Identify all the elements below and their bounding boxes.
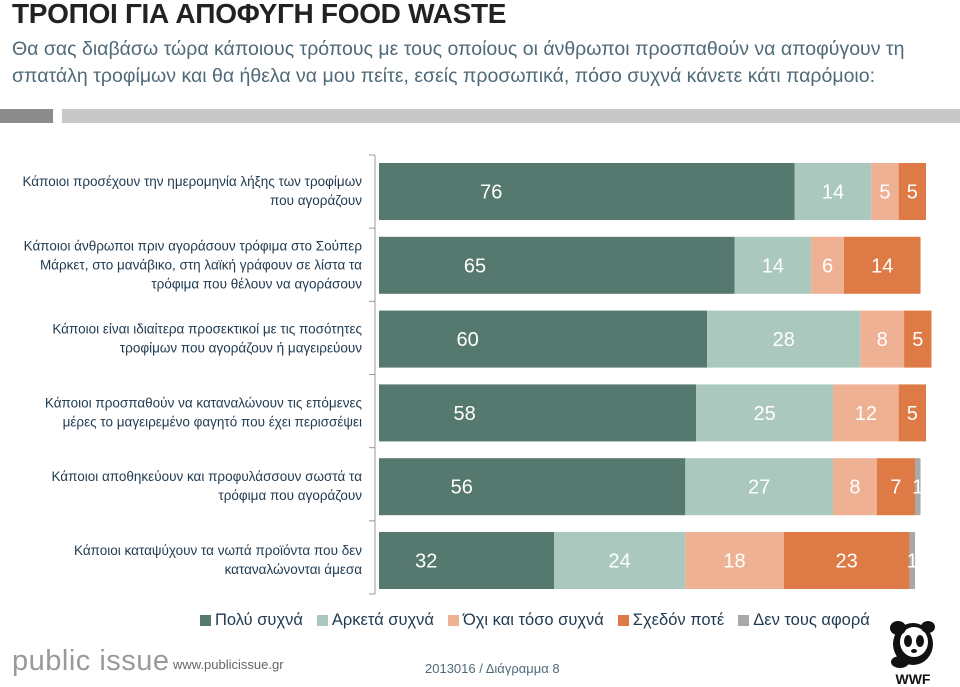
chart-number: 2013016 / Διάγραμμα 8 bbox=[425, 661, 560, 676]
data-label: 18 bbox=[723, 551, 745, 573]
bar-segment bbox=[379, 236, 735, 294]
bar-segment bbox=[379, 458, 686, 516]
data-label: 65 bbox=[464, 255, 486, 277]
bar-segment bbox=[833, 384, 899, 442]
data-label: 5 bbox=[912, 329, 923, 351]
data-label: 14 bbox=[822, 182, 844, 204]
bar-segment bbox=[860, 310, 905, 368]
chart-legend: Πολύ συχνά Αρκετά συχνά Όχι και τόσο συχνά… bbox=[200, 611, 884, 630]
legend-swatch bbox=[200, 615, 211, 626]
legend-item: Όχι και τόσο συχνά bbox=[447, 611, 604, 630]
data-label: 25 bbox=[754, 403, 776, 425]
legend-label: Δεν τους αφορά bbox=[753, 611, 870, 629]
data-label: 5 bbox=[907, 182, 918, 204]
header-rule-light bbox=[62, 109, 960, 123]
data-label: 1 bbox=[912, 477, 923, 499]
legend-item: Σχεδόν ποτέ bbox=[617, 611, 725, 630]
data-label: 1 bbox=[907, 551, 918, 573]
data-label: 24 bbox=[609, 551, 631, 573]
panda-eye-left-icon bbox=[904, 635, 912, 647]
panda-paw-icon bbox=[891, 656, 909, 668]
bar-segment bbox=[915, 458, 921, 516]
wwf-panda-logo: WWF bbox=[890, 621, 935, 687]
data-label: 32 bbox=[415, 551, 437, 573]
panda-face-icon bbox=[900, 627, 928, 657]
public-issue-logo: public issue bbox=[12, 645, 170, 677]
data-label: 6 bbox=[822, 255, 833, 277]
data-label: 7 bbox=[890, 477, 901, 499]
wwf-wordmark: WWF bbox=[896, 671, 931, 687]
header-rule-dark bbox=[0, 109, 53, 123]
category-label: Κάποιοι καταψύχουν τα νωπά προϊόντα που … bbox=[74, 543, 362, 577]
category-label: Κάποιοι άνθρωποι πριν αγοράσουν τρόφιμα … bbox=[24, 238, 363, 291]
data-label: 8 bbox=[849, 477, 860, 499]
panda-ear-right-icon bbox=[921, 621, 935, 633]
legend-swatch bbox=[617, 615, 629, 626]
bar-segment bbox=[909, 532, 916, 589]
legend-label: Σχεδόν ποτέ bbox=[632, 611, 725, 629]
bar-segment bbox=[833, 458, 877, 516]
bar-segment bbox=[685, 532, 784, 589]
page-title: ΤΡΟΠΟΙ ΓΙΑ ΑΠΟΦΥΓΗ FOOD WASTE bbox=[12, 0, 507, 29]
bar-segment bbox=[876, 458, 916, 516]
panda-nose-icon bbox=[911, 649, 917, 653]
data-label: 5 bbox=[879, 182, 890, 204]
bar-segment bbox=[696, 384, 834, 442]
legend-label: Όχι και τόσο συχνά bbox=[462, 611, 604, 629]
bar-segment bbox=[898, 163, 926, 220]
bar-segment bbox=[379, 163, 795, 220]
bar-segment bbox=[871, 163, 899, 220]
legend-item: Αρκετά συχνά bbox=[316, 611, 434, 630]
legend-label: Πολύ συχνά bbox=[215, 611, 303, 629]
data-label: 76 bbox=[480, 182, 502, 204]
data-label: 5 bbox=[907, 403, 918, 425]
page-subtitle: Θα σας διαβάσω τώρα κάποιους τρόπους με … bbox=[12, 38, 905, 87]
legend-item: Πολύ συχνά bbox=[200, 611, 303, 630]
bar-segment bbox=[379, 384, 697, 442]
website-link[interactable]: www.publicissue.gr bbox=[173, 657, 284, 672]
bar-segment bbox=[898, 384, 926, 442]
data-label: 56 bbox=[451, 477, 473, 499]
legend-swatch bbox=[447, 615, 459, 626]
data-label: 12 bbox=[855, 403, 877, 425]
category-label: Κάποιοι προσέχουν την ημερομηνία λήξης τ… bbox=[22, 174, 362, 208]
data-label: 8 bbox=[877, 329, 888, 351]
bar-segment bbox=[734, 236, 812, 294]
panda-ear-left-icon bbox=[890, 621, 906, 635]
bar-segment bbox=[843, 236, 921, 294]
bar-segment bbox=[554, 532, 686, 589]
panda-eye-right-icon bbox=[916, 635, 924, 647]
data-label: 28 bbox=[773, 329, 795, 351]
bar-segment bbox=[379, 310, 708, 368]
category-label: Κάποιοι αποθηκεύουν και προφυλάσσουν σωσ… bbox=[51, 469, 362, 503]
bar-segment bbox=[707, 310, 861, 368]
bar-segment bbox=[794, 163, 872, 220]
data-label: 23 bbox=[836, 551, 858, 573]
legend-label: Αρκετά συχνά bbox=[331, 611, 434, 629]
bar-segment bbox=[904, 310, 932, 368]
bar-segment bbox=[685, 458, 834, 516]
category-label: Κάποιοι είναι ιδιαίτερα προσεκτικοί με τ… bbox=[52, 322, 362, 356]
data-label: 14 bbox=[762, 255, 784, 277]
category-label: Κάποιοι προσπαθούν να καταναλώνουν τις ε… bbox=[45, 395, 363, 429]
legend-swatch bbox=[316, 615, 328, 626]
data-label: 14 bbox=[871, 255, 893, 277]
stacked-bar-chart: Κάποιοι προσέχουν την ημερομηνία λήξης τ… bbox=[22, 154, 932, 595]
data-label: 27 bbox=[748, 477, 770, 499]
legend-swatch bbox=[738, 615, 750, 626]
data-label: 58 bbox=[454, 403, 476, 425]
bar-segment bbox=[811, 236, 844, 294]
data-label: 60 bbox=[456, 329, 478, 351]
legend-item: Δεν τους αφορά bbox=[738, 611, 870, 630]
bar-segment bbox=[379, 532, 555, 589]
bar-segment bbox=[783, 532, 910, 589]
